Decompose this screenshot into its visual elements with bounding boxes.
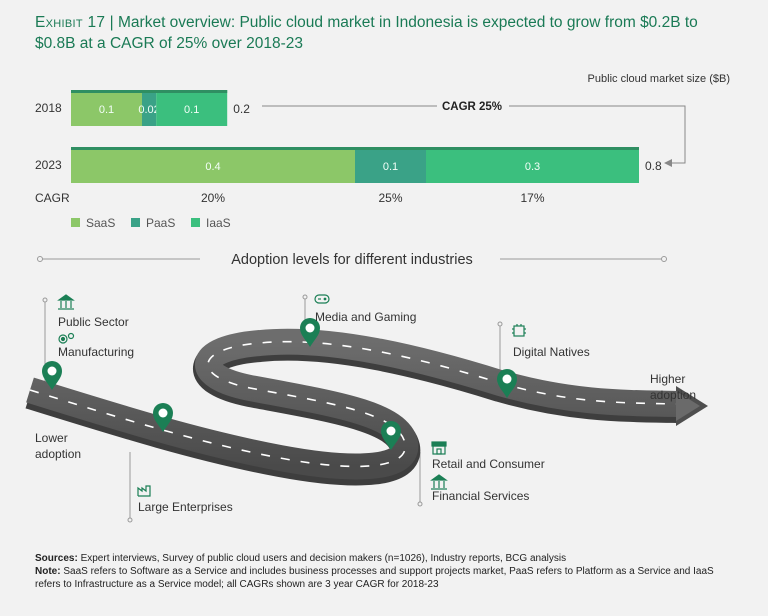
data-label-saas-2023: 0.4 [205,161,220,173]
industry-public-sector: Public Sector [58,315,129,329]
total-label-2018: 0.2 [233,102,250,116]
industry-large-enterprises: Large Enterprises [138,500,233,514]
road-surface [26,328,681,480]
title-separator: | [109,14,114,31]
pin-digital-natives-center [502,374,512,384]
legend-swatch-paas [131,218,140,227]
cagr-callout: CAGR 25% [442,101,502,113]
sources-label: Sources: [35,553,78,564]
adoption-road [25,294,708,523]
page-title: Exhibit 17 | Market overview: Public clo… [35,12,735,54]
leader-dot [127,517,133,523]
note-label: Note: [35,566,61,577]
bar-iaas-2018 [156,90,228,126]
chip-icon [512,324,526,337]
footnote: Note: SaaS refers to Software as a Servi… [35,565,735,591]
data-label-paas-2018: 0.02 [138,104,159,116]
title-text: Market overview: Public cloud market in … [35,14,698,52]
adoption-section-title: Adoption levels for different industries [231,252,473,268]
legend-label-paas: PaaS [146,216,175,230]
leader-dot [42,297,48,303]
legend-label-saas: SaaS [86,216,115,230]
industry-financial-services: Financial Services [432,489,530,503]
legend-label-iaas: IaaS [206,216,231,230]
cagr-value-saas: 20% [201,191,225,205]
cagr-value-iaas: 17% [520,191,544,205]
leader-dot [497,321,503,327]
industry-digital-natives: Digital Natives [513,345,590,359]
road-arrowhead-top [676,391,700,421]
data-label-saas-2018: 0.1 [99,104,114,116]
category-label-2018: 2018 [35,101,62,115]
chart-unit-label: Public cloud market size ($B) [587,73,730,85]
industry-manufacturing: Manufacturing [58,345,135,359]
data-label-paas-2023: 0.1 [383,161,398,173]
market-chart: CAGR 25% 2018 0.1 0.02 0.1 0.2 2023 0.4 0.1 0.3 0… [35,90,686,230]
divider-dot-left [37,256,43,262]
lower-adoption-label: Lower adoption [35,431,82,461]
pin-media-gaming-center [305,323,315,333]
cagr-arrowhead [664,159,672,167]
cagr-callout-bg [437,98,509,114]
cagr-row-label: CAGR [35,191,70,205]
factory-icon [137,485,151,497]
total-label-2023: 0.8 [645,159,662,173]
section-divider: Adoption levels for different industries [37,252,667,268]
bar-saas-2018 [71,90,142,126]
category-label-2023: 2023 [35,158,62,172]
pin-large-enterprises-center [158,408,168,418]
leader-dot [302,294,308,300]
pin-public-sector-center [47,366,57,376]
bar-top-accent-2023 [71,147,639,150]
pin-retail-center [386,426,396,436]
bar-iaas-2023 [426,147,639,183]
bar-top-accent-2018 [71,90,228,93]
bar-paas-2018 [142,90,157,126]
industry-media-gaming: Media and Gaming [315,310,417,324]
cagr-value-paas: 25% [378,191,402,205]
gear-icon [58,332,75,344]
higher-adoption-label: Higher adoption [650,372,697,402]
industry-retail-consumer: Retail and Consumer [432,457,545,471]
data-label-iaas-2023: 0.3 [525,161,540,173]
bar-paas-2023 [355,147,426,183]
note-text: SaaS refers to Software as a Service and… [35,566,714,590]
gamepad-icon [314,294,330,304]
sources-text: Expert interviews, Survey of public clou… [80,553,567,564]
data-label-iaas-2018: 0.1 [184,104,199,116]
sources-note: Sources: Expert interviews, Survey of pu… [35,552,735,565]
bank-icon [57,294,75,310]
exhibit-label: Exhibit 17 [35,14,106,31]
legend-swatch-iaas [191,218,200,227]
legend-swatch-saas [71,218,80,227]
divider-dot-right [661,256,667,262]
bank-icon [430,474,448,490]
store-icon [431,441,447,455]
bar-saas-2023 [71,147,355,183]
leader-dot [417,501,423,507]
